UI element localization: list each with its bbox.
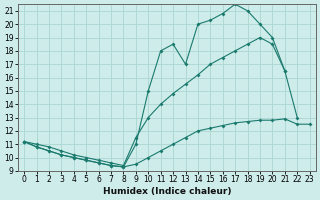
X-axis label: Humidex (Indice chaleur): Humidex (Indice chaleur) [103,187,231,196]
